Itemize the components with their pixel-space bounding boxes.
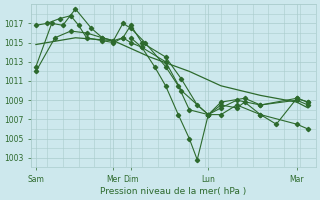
X-axis label: Pression niveau de la mer( hPa ): Pression niveau de la mer( hPa ): [100, 187, 247, 196]
